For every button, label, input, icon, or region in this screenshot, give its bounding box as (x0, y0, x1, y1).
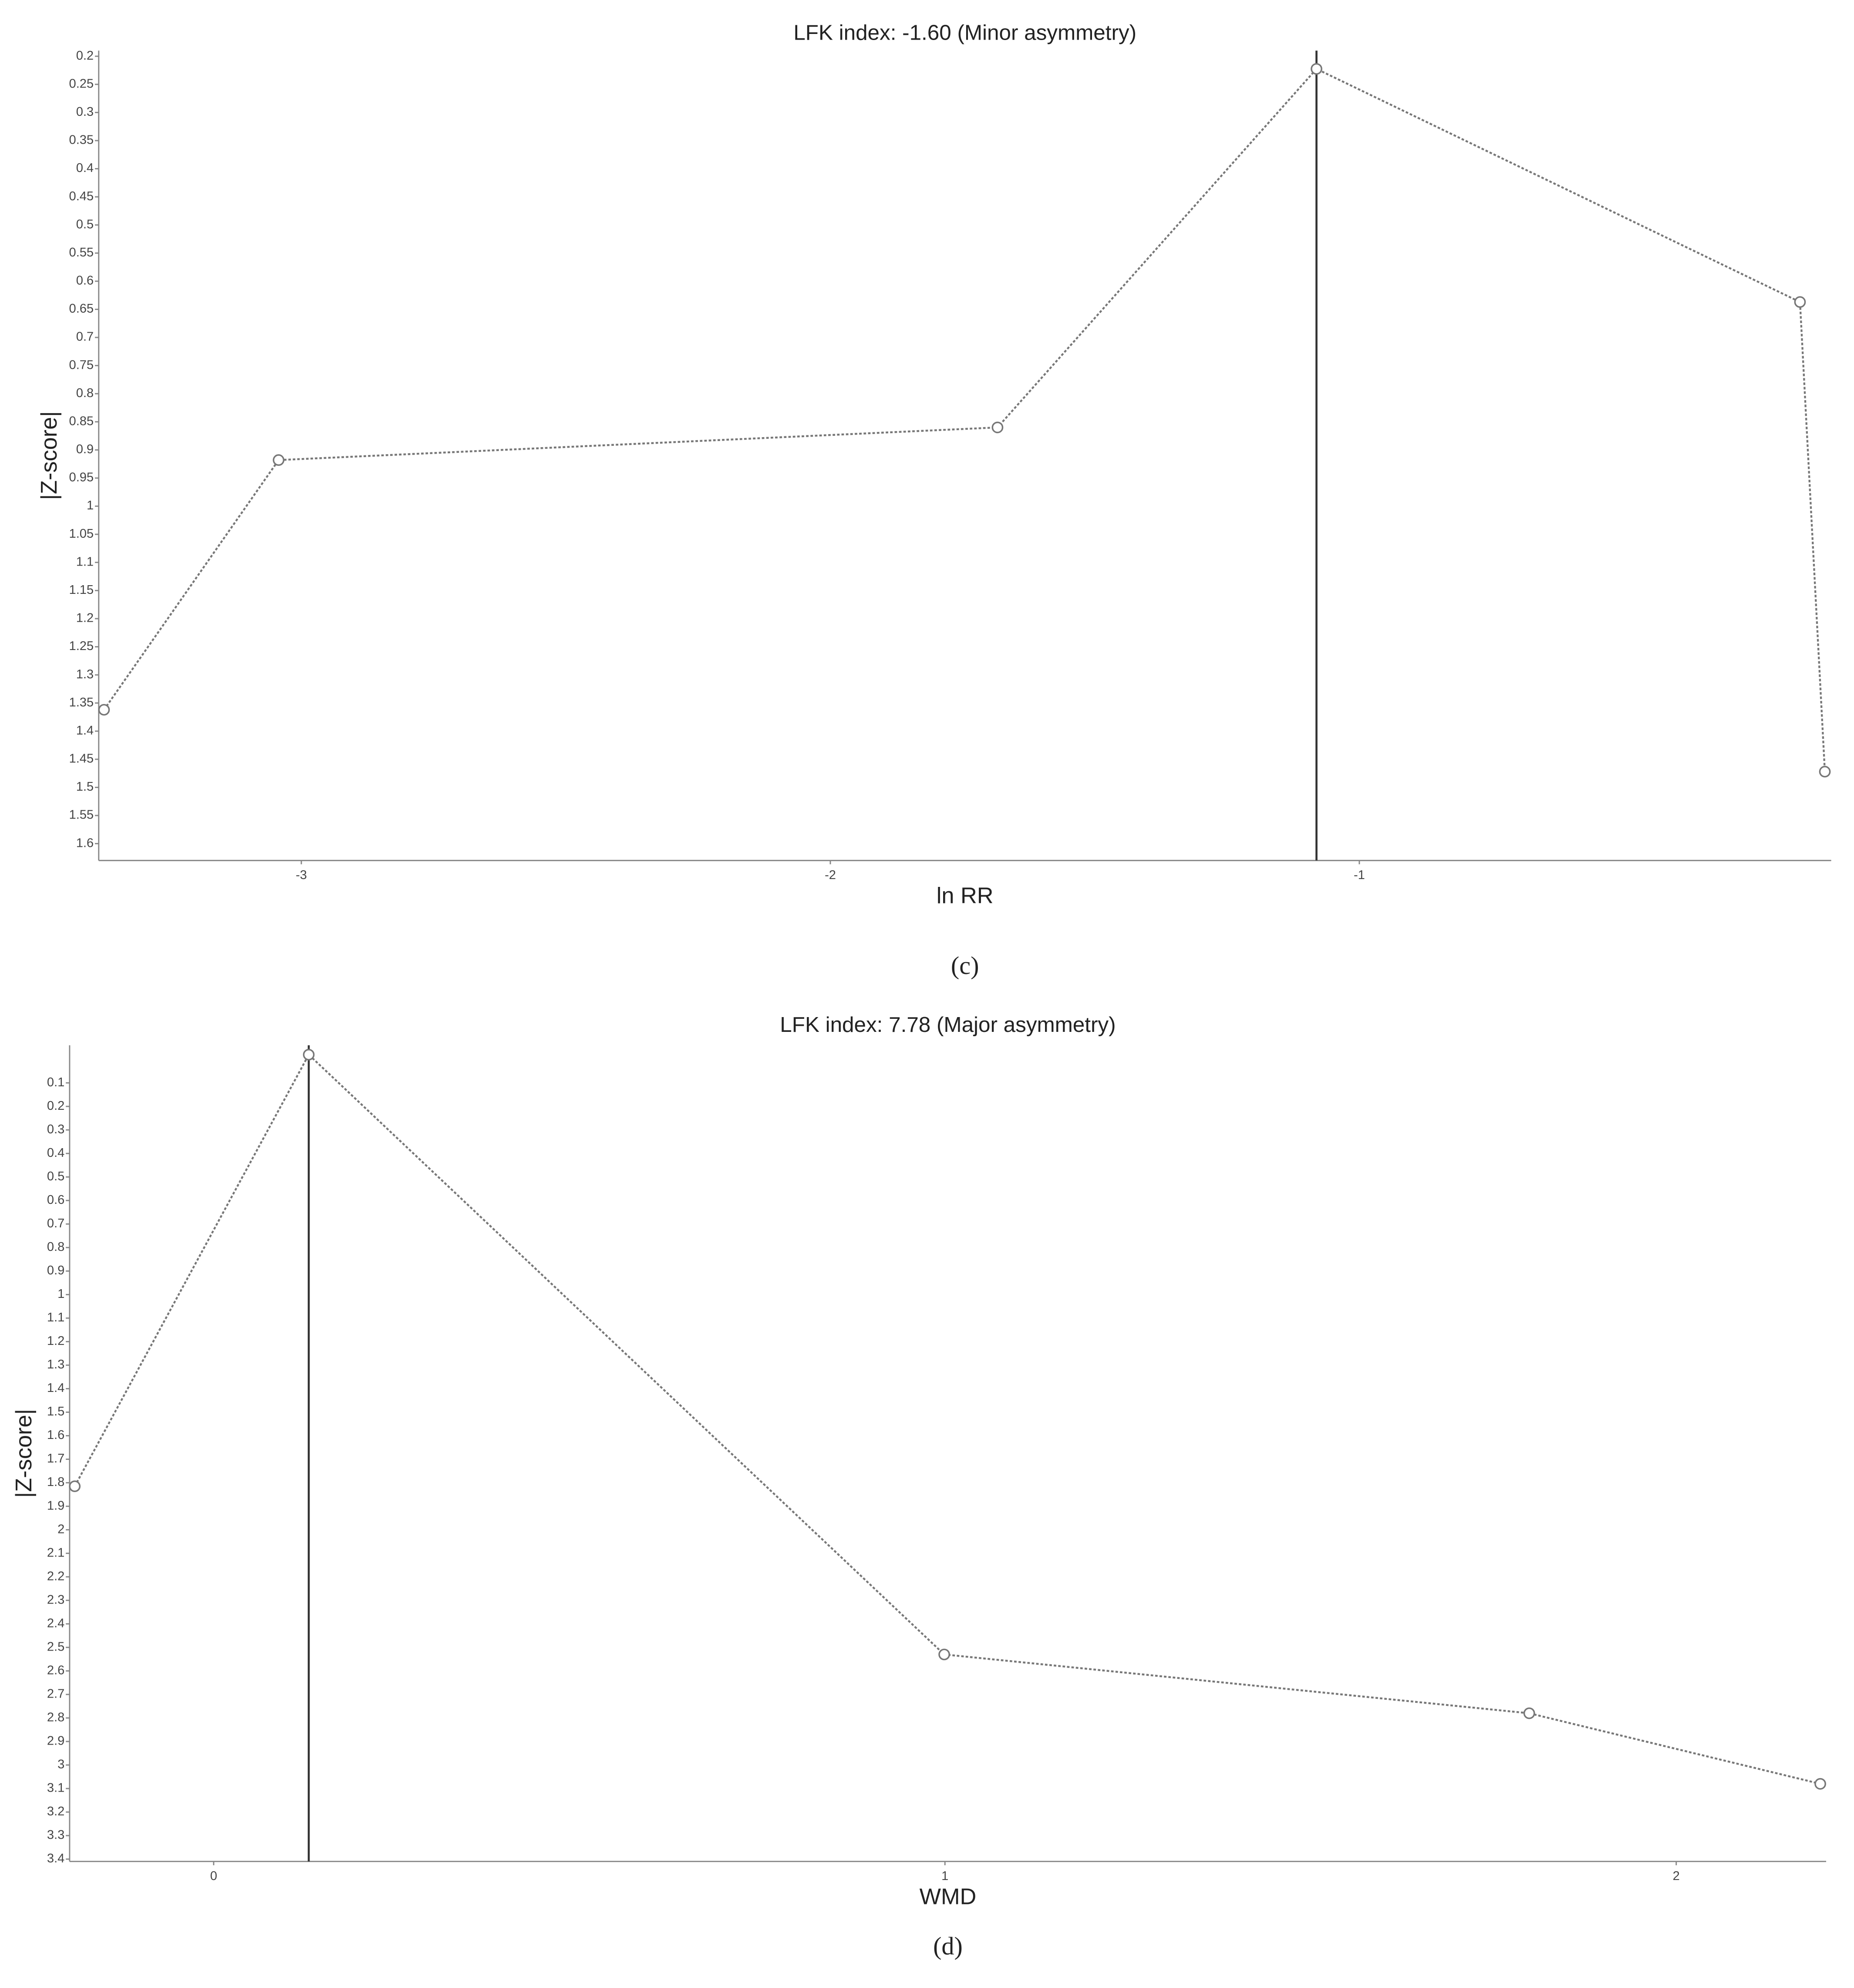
y-tick-label: 1.05 (69, 527, 94, 541)
data-point (991, 421, 1004, 434)
y-tick-label: 2.4 (47, 1616, 64, 1630)
y-tick-label: 1.45 (69, 752, 94, 766)
y-tick-label: 0.5 (47, 1169, 64, 1183)
y-tick-label: 0.6 (47, 1193, 64, 1207)
data-point (1311, 63, 1322, 75)
chart-title: LFK index: 7.78 (Major asymmetry) (780, 1013, 1116, 1037)
x-tick-label: 1 (941, 1869, 948, 1883)
data-line (74, 1053, 1821, 1785)
data-point (273, 454, 285, 466)
y-tick-label: 0.7 (76, 330, 94, 344)
y-tick-label: 1.3 (76, 667, 94, 681)
y-tick-label: 2.3 (47, 1593, 64, 1607)
y-tick-label: 1.6 (47, 1428, 64, 1442)
x-tick-label: -1 (1354, 868, 1365, 882)
y-tick-label: 1.1 (47, 1311, 64, 1324)
x-tick-label: -2 (825, 868, 836, 882)
y-tick-label: 2.9 (47, 1734, 64, 1748)
y-tick-label: 0.25 (69, 77, 94, 91)
y-tick-label: 0.75 (69, 358, 94, 372)
y-tick-label: 0.45 (69, 189, 94, 203)
y-tick-label: 1.5 (47, 1405, 64, 1419)
y-tick-label: 3.1 (47, 1781, 64, 1795)
y-tick-label: 2 (57, 1522, 64, 1536)
y-tick-label: 0.85 (69, 414, 94, 428)
y-tick-label: 3 (57, 1758, 64, 1772)
data-point (1819, 765, 1831, 778)
y-tick-label: 1 (57, 1287, 64, 1301)
y-tick-label: 3.4 (47, 1852, 64, 1866)
chart-title: LFK index: -1.60 (Minor asymmetry) (793, 21, 1136, 45)
panel-caption: (d) (933, 1932, 963, 1960)
y-tick-label: 0.3 (47, 1122, 64, 1136)
y-tick-label: 1.3 (47, 1358, 64, 1371)
y-tick-label: 1.35 (69, 695, 94, 709)
y-tick-label: 1.2 (47, 1334, 64, 1348)
y-tick-label: 1.2 (76, 611, 94, 625)
y-tick-label: 1.55 (69, 808, 94, 822)
panel-caption: (c) (951, 951, 979, 980)
x-tick-label: 2 (1673, 1869, 1680, 1883)
y-tick-label: 0.5 (76, 217, 94, 231)
y-tick-label: 2.7 (47, 1687, 64, 1701)
y-tick-label: 0.4 (47, 1146, 64, 1160)
data-point (938, 1648, 950, 1661)
y-tick-label: 3.3 (47, 1828, 64, 1842)
data-point (1794, 296, 1806, 308)
x-tick-label: 0 (210, 1869, 217, 1883)
x-tick-label: -3 (296, 868, 307, 882)
y-tick-label: 0.6 (76, 274, 94, 288)
y-tick-label: 0.65 (69, 302, 94, 316)
data-line (103, 67, 1826, 772)
y-tick-label: 0.7 (47, 1216, 64, 1230)
y-tick-label: 1.4 (47, 1381, 64, 1395)
y-axis-label: |Z-score| (37, 411, 62, 500)
y-tick-label: 1.1 (76, 555, 94, 569)
data-point (303, 1048, 315, 1061)
y-tick-label: 2.1 (47, 1546, 64, 1560)
data-point (98, 704, 110, 716)
y-tick-label: 0.9 (47, 1264, 64, 1277)
y-tick-label: 1.4 (76, 724, 94, 738)
data-point (69, 1480, 81, 1493)
data-point (1523, 1707, 1535, 1719)
y-tick-label: 0.55 (69, 246, 94, 259)
x-axis-label: WMD (920, 1884, 977, 1909)
y-tick-label: 1.6 (76, 836, 94, 850)
y-tick-label: 0.8 (47, 1240, 64, 1254)
y-tick-label: 1.9 (47, 1499, 64, 1513)
y-tick-label: 0.3 (76, 105, 94, 119)
y-tick-label: 2.2 (47, 1569, 64, 1583)
y-tick-label: 1.25 (69, 639, 94, 653)
y-tick-label: 2.6 (47, 1663, 64, 1677)
y-tick-label: 0.9 (76, 442, 94, 456)
y-tick-label: 0.1 (47, 1075, 64, 1089)
y-tick-label: 1.15 (69, 583, 94, 597)
y-tick-label: 3.2 (47, 1805, 64, 1819)
y-tick-label: 0.2 (47, 1099, 64, 1113)
data-point (1814, 1778, 1826, 1790)
y-tick-label: 1 (87, 499, 94, 512)
y-axis-label: |Z-score| (11, 1409, 37, 1498)
y-tick-label: 0.4 (76, 161, 94, 175)
y-tick-label: 2.5 (47, 1640, 64, 1654)
y-tick-label: 0.8 (76, 386, 94, 400)
x-axis-label: ln RR (937, 883, 994, 908)
y-tick-label: 1.7 (47, 1452, 64, 1466)
y-tick-label: 1.5 (76, 780, 94, 794)
y-tick-label: 0.2 (76, 49, 94, 63)
y-tick-label: 0.35 (69, 133, 94, 147)
y-tick-label: 1.8 (47, 1475, 64, 1489)
y-tick-label: 2.8 (47, 1710, 64, 1724)
y-tick-label: 0.95 (69, 471, 94, 485)
